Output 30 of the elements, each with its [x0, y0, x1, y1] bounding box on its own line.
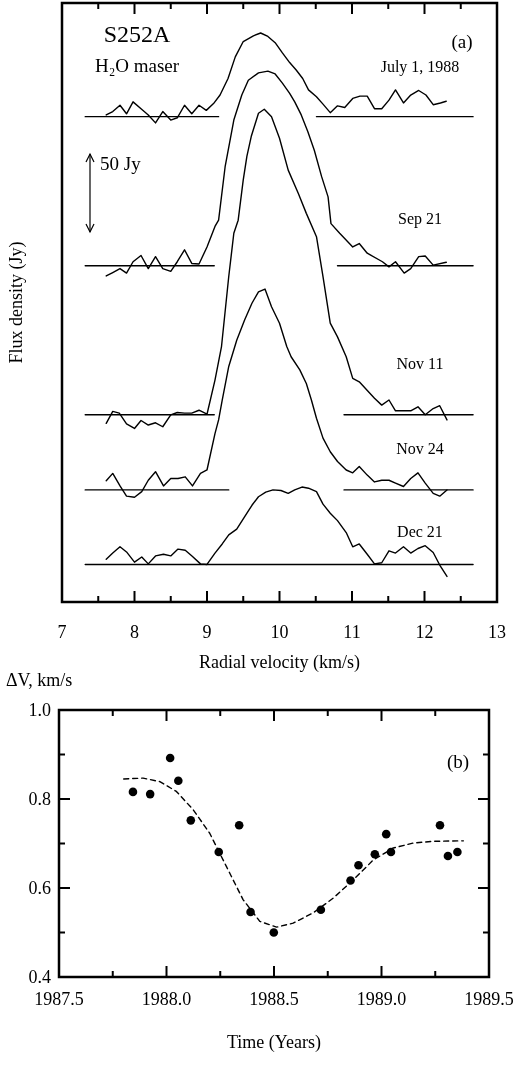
x-tick-label: 12: [415, 622, 434, 642]
x-tick-label: 8: [130, 622, 139, 642]
y-tick-label: 0.4: [28, 967, 51, 987]
annotation: H₂O maser: [94, 55, 180, 76]
series-label: Dec 21: [397, 523, 443, 540]
x-tick-label: 1987.5: [34, 989, 84, 1009]
y-axis-title: Flux density (Jy): [6, 241, 27, 364]
annotation: 50 Jy: [100, 153, 142, 174]
series-label: July 1, 1988: [380, 58, 460, 76]
series-label: Nov 24: [396, 440, 444, 457]
annotation: (b): [446, 751, 470, 773]
y-tick-label: 1.0: [28, 700, 51, 720]
x-tick-label: 10: [270, 622, 289, 642]
x-tick-label: 1989.5: [464, 989, 514, 1009]
x-tick-label: 11: [343, 622, 361, 642]
annotation: S252A: [103, 21, 171, 47]
text: Sep 21: [398, 210, 442, 228]
x-tick-label: 9: [202, 622, 212, 642]
y-tick-label: 0.6: [28, 878, 51, 898]
x-tick-label: 1989.0: [356, 989, 407, 1009]
x-axis-title: Time (Years): [226, 1032, 322, 1053]
x-tick-label: 1988.5: [249, 989, 299, 1009]
annotation: (a): [451, 31, 473, 53]
x-tick-label: 1988.0: [141, 989, 192, 1009]
x-tick-label: 7: [57, 622, 67, 642]
y-tick-label: 0.8: [28, 789, 51, 809]
x-tick-label: 13: [488, 622, 506, 642]
series-label: Nov 11: [396, 355, 444, 372]
y-axis-title: ΔV, km/s: [6, 670, 73, 690]
x-axis-title: Radial velocity (km/s): [199, 652, 360, 673]
